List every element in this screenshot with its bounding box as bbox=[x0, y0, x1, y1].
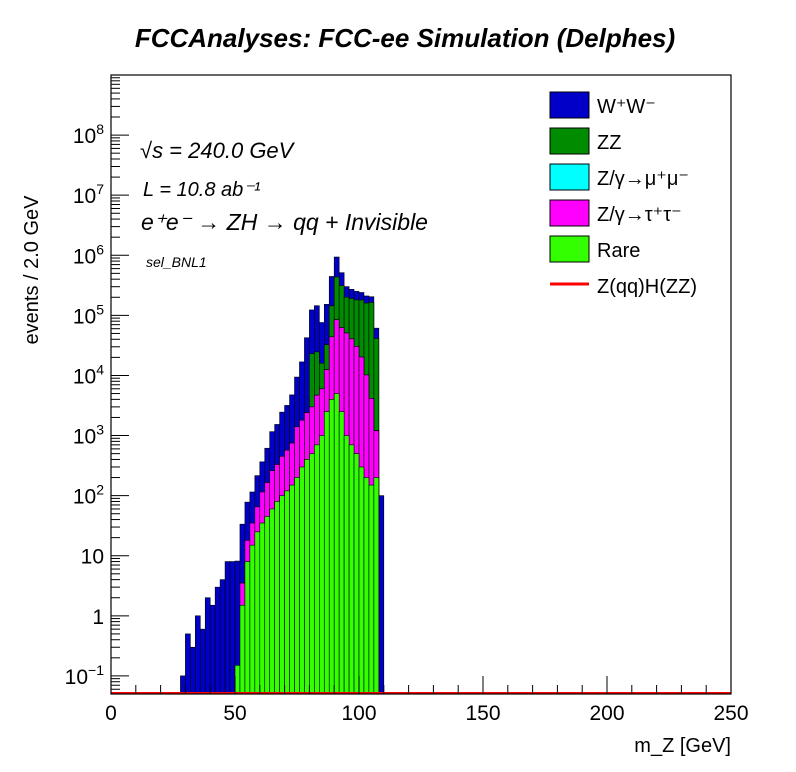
bar-rare-62 bbox=[264, 516, 271, 695]
bar-rare-96 bbox=[348, 444, 355, 695]
legend-label-4: Rare bbox=[597, 240, 640, 262]
bar-ww-40 bbox=[209, 604, 216, 695]
bar-rare-90 bbox=[333, 393, 340, 695]
legend-label-3: Z/γ→τ⁺τ⁻ bbox=[597, 204, 682, 226]
x-tick-label: 150 bbox=[465, 702, 500, 725]
bar-rare-102 bbox=[363, 477, 370, 695]
bar-rare-58 bbox=[254, 531, 261, 695]
legend-swatch-3 bbox=[549, 199, 590, 227]
bar-rare-56 bbox=[249, 544, 256, 695]
bar-rare-60 bbox=[259, 522, 266, 695]
process-annotation: e⁺e⁻ → ZH → qq + Invisible bbox=[141, 209, 428, 235]
y-tick-label: 102 bbox=[73, 482, 104, 509]
bar-rare-104 bbox=[368, 484, 375, 695]
bar-ww-34 bbox=[195, 615, 201, 695]
y-tick-label: 106 bbox=[73, 241, 104, 268]
legend-label-0: W⁺W⁻ bbox=[597, 96, 656, 118]
bar-rare-74 bbox=[294, 477, 300, 695]
bar-ww-30 bbox=[185, 633, 191, 695]
selection-annotation: sel_BNL1 bbox=[146, 254, 207, 270]
bar-rare-100 bbox=[358, 466, 365, 695]
bar-ww-44 bbox=[219, 579, 226, 695]
bar-rare-68 bbox=[279, 495, 285, 695]
y-tick-label: 104 bbox=[73, 361, 104, 388]
histogram-bars bbox=[111, 256, 731, 695]
y-axis-label: events / 2.0 GeV bbox=[21, 195, 43, 345]
y-axis-ticks: 10−1 1 10 102 103 104 105 106 107 108 bbox=[65, 74, 129, 695]
x-tick-label: 250 bbox=[713, 702, 748, 725]
legend-label-1: ZZ bbox=[597, 132, 621, 154]
x-tick-label: 200 bbox=[589, 702, 624, 725]
legend-swatch-4 bbox=[549, 235, 590, 263]
bar-ww-46 bbox=[224, 561, 231, 695]
y-tick-label: 107 bbox=[73, 181, 104, 208]
legend-label-2: Z/γ→μ⁺μ⁻ bbox=[597, 168, 689, 190]
bar-rare-50 bbox=[234, 665, 241, 695]
y-tick-label: 10−1 bbox=[65, 662, 105, 689]
luminosity-annotation: L = 10.8 ab⁻¹ bbox=[143, 179, 261, 201]
bar-rare-94 bbox=[343, 435, 350, 695]
bar-rare-54 bbox=[244, 561, 251, 695]
x-tick-label: 100 bbox=[341, 702, 376, 725]
bar-rare-106 bbox=[373, 477, 380, 695]
legend-label-5: Z(qq)H(ZZ) bbox=[597, 276, 697, 298]
bar-rare-52 bbox=[239, 604, 246, 695]
y-tick-label: 1 bbox=[92, 606, 104, 629]
legend-swatch-1 bbox=[549, 127, 590, 155]
x-tick-label: 50 bbox=[223, 702, 246, 725]
bar-rare-70 bbox=[284, 490, 290, 695]
bar-rare-64 bbox=[269, 508, 275, 695]
y-tick-label: 103 bbox=[73, 422, 104, 449]
sqrt-s-annotation: √s = 240.0 GeV bbox=[140, 138, 296, 163]
bar-rare-72 bbox=[289, 484, 295, 695]
bar-ww-42 bbox=[214, 586, 221, 695]
legend-swatch-2 bbox=[549, 163, 590, 191]
x-axis-ticks: 0 50 100 150 200 250 bbox=[105, 676, 749, 725]
bar-rare-88 bbox=[328, 399, 335, 695]
bar-rare-92 bbox=[338, 411, 345, 695]
bar-rare-76 bbox=[299, 466, 305, 695]
y-tick-label: 10 bbox=[81, 546, 104, 569]
legend: W⁺W⁻ ZZ Z/γ→μ⁺μ⁻ Z/γ→τ⁺τ⁻ Rare Z(qq)H(ZZ) bbox=[549, 91, 697, 298]
bar-ww-108 bbox=[378, 495, 385, 695]
legend-swatch-0 bbox=[549, 91, 590, 119]
bar-ww-38 bbox=[204, 597, 211, 695]
bar-ww-32 bbox=[190, 646, 196, 695]
bar-rare-78 bbox=[304, 459, 310, 695]
x-tick-label: 0 bbox=[105, 702, 117, 725]
y-tick-label: 105 bbox=[73, 301, 104, 328]
x-axis-label: m_Z [GeV] bbox=[634, 735, 731, 757]
bar-rare-66 bbox=[274, 501, 280, 695]
y-tick-label: 108 bbox=[73, 121, 104, 148]
bar-rare-98 bbox=[353, 453, 360, 695]
bar-rare-84 bbox=[319, 435, 325, 695]
bar-rare-80 bbox=[309, 453, 315, 695]
bar-ww-28 bbox=[180, 675, 186, 695]
bar-ww-36 bbox=[199, 628, 206, 695]
bar-ww-48 bbox=[229, 561, 236, 695]
bar-rare-86 bbox=[323, 411, 330, 695]
chart-title: FCCAnalyses: FCC-ee Simulation (Delphes) bbox=[135, 23, 675, 53]
bar-rare-82 bbox=[314, 444, 320, 695]
